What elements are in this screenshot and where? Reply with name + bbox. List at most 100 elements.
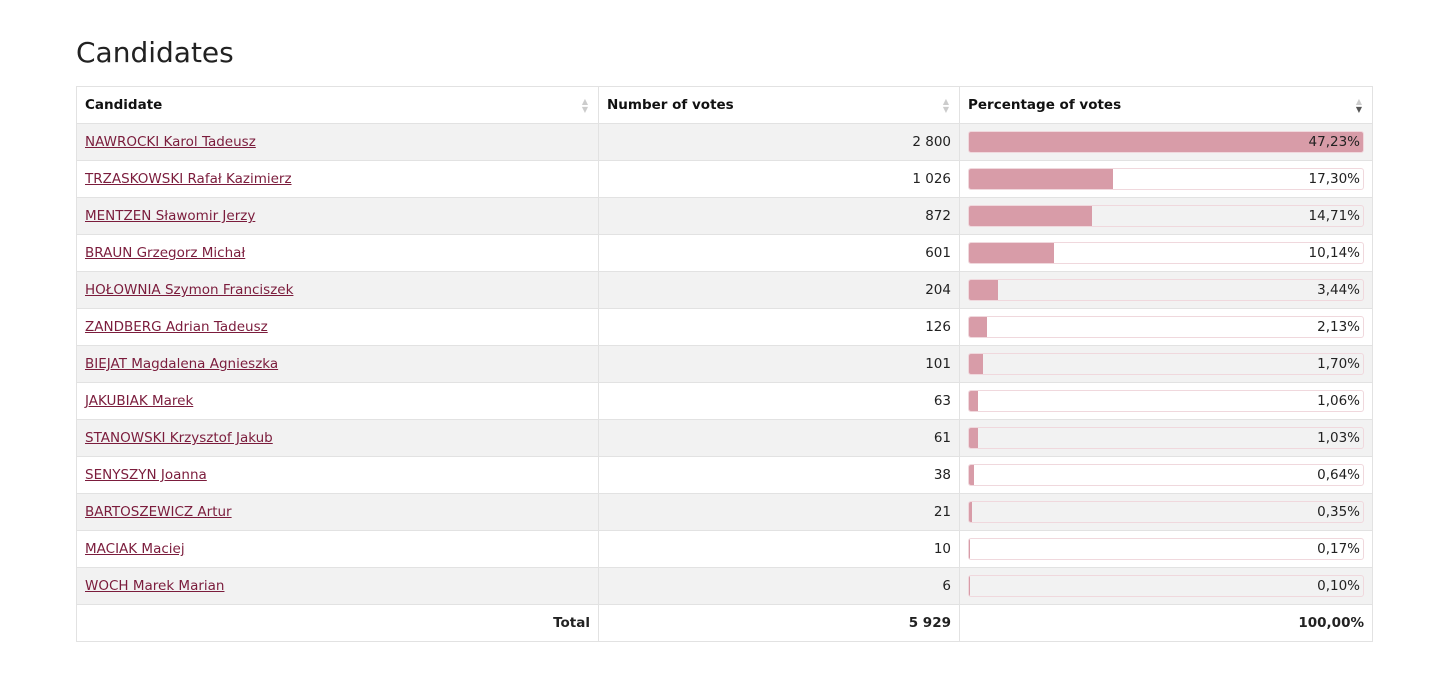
header-label: Number of votes	[607, 97, 734, 113]
votes-cell: 126	[598, 308, 960, 346]
table-row: MENTZEN Sławomir Jerzy 872 14,71%	[76, 197, 1373, 235]
candidate-cell: JAKUBIAK Marek	[76, 382, 599, 420]
percentage-bar-fill	[969, 243, 1054, 263]
percentage-cell: 0,17%	[959, 530, 1373, 568]
percentage-cell: 1,03%	[959, 419, 1373, 457]
percentage-bar-fill	[969, 502, 972, 522]
votes-cell: 204	[598, 271, 960, 309]
column-header-votes[interactable]: Number of votes ▲ ▼	[598, 86, 960, 124]
table-row: SENYSZYN Joanna 38 0,64%	[76, 456, 1373, 494]
percentage-bar: 0,10%	[968, 575, 1364, 597]
candidate-link[interactable]: BARTOSZEWICZ Artur	[85, 504, 232, 520]
percentage-bar: 0,17%	[968, 538, 1364, 560]
percentage-label: 1,70%	[1317, 356, 1360, 372]
table-row: STANOWSKI Krzysztof Jakub 61 1,03%	[76, 419, 1373, 457]
candidate-link[interactable]: JAKUBIAK Marek	[85, 393, 194, 409]
percentage-cell: 10,14%	[959, 234, 1373, 272]
table-header-row: Candidate ▲ ▼ Number of votes ▲ ▼ Percentage…	[76, 86, 1373, 124]
percentage-bar-fill	[969, 539, 971, 559]
votes-cell: 61	[598, 419, 960, 457]
candidate-cell: TRZASKOWSKI Rafał Kazimierz	[76, 160, 599, 198]
total-votes: 5 929	[598, 604, 960, 642]
candidate-cell: MACIAK Maciej	[76, 530, 599, 568]
percentage-bar: 17,30%	[968, 168, 1364, 190]
candidate-cell: BARTOSZEWICZ Artur	[76, 493, 599, 531]
candidate-cell: BRAUN Grzegorz Michał	[76, 234, 599, 272]
votes-cell: 21	[598, 493, 960, 531]
page-title: Candidates	[76, 36, 234, 69]
percentage-cell: 0,64%	[959, 456, 1373, 494]
percentage-label: 3,44%	[1317, 282, 1360, 298]
table-row: TRZASKOWSKI Rafał Kazimierz 1 026 17,30%	[76, 160, 1373, 198]
percentage-label: 2,13%	[1317, 319, 1360, 335]
table-row: JAKUBIAK Marek 63 1,06%	[76, 382, 1373, 420]
candidate-link[interactable]: ZANDBERG Adrian Tadeusz	[85, 319, 268, 335]
candidate-cell: MENTZEN Sławomir Jerzy	[76, 197, 599, 235]
percentage-label: 0,35%	[1317, 504, 1360, 520]
percentage-bar-fill	[969, 354, 984, 374]
percentage-bar: 1,06%	[968, 390, 1364, 412]
percentage-cell: 1,06%	[959, 382, 1373, 420]
total-percentage: 100,00%	[959, 604, 1373, 642]
percentage-bar-fill	[969, 280, 998, 300]
candidate-link[interactable]: BIEJAT Magdalena Agnieszka	[85, 356, 279, 372]
percentage-cell: 3,44%	[959, 271, 1373, 309]
percentage-bar-fill	[969, 206, 1092, 226]
percentage-bar-fill	[969, 132, 1363, 152]
percentage-cell: 0,35%	[959, 493, 1373, 531]
votes-cell: 101	[598, 345, 960, 383]
candidate-link[interactable]: HOŁOWNIA Szymon Franciszek	[85, 282, 294, 298]
votes-cell: 10	[598, 530, 960, 568]
percentage-bar: 0,64%	[968, 464, 1364, 486]
column-header-percentage[interactable]: Percentage of votes ▲ ▼	[959, 86, 1373, 124]
candidate-link[interactable]: MACIAK Maciej	[85, 541, 185, 557]
sort-icon: ▲ ▼	[942, 97, 949, 114]
table-row: BARTOSZEWICZ Artur 21 0,35%	[76, 493, 1373, 531]
sort-desc-icon: ▲ ▼	[1355, 97, 1362, 114]
percentage-label: 1,06%	[1317, 393, 1360, 409]
candidate-cell: HOŁOWNIA Szymon Franciszek	[76, 271, 599, 309]
candidate-link[interactable]: TRZASKOWSKI Rafał Kazimierz	[85, 171, 292, 187]
table-row: BIEJAT Magdalena Agnieszka 101 1,70%	[76, 345, 1373, 383]
percentage-bar: 0,35%	[968, 501, 1364, 523]
percentage-bar: 2,13%	[968, 316, 1364, 338]
percentage-bar: 3,44%	[968, 279, 1364, 301]
votes-cell: 6	[598, 567, 960, 605]
percentage-bar: 47,23%	[968, 131, 1364, 153]
votes-cell: 38	[598, 456, 960, 494]
candidate-cell: STANOWSKI Krzysztof Jakub	[76, 419, 599, 457]
votes-cell: 601	[598, 234, 960, 272]
votes-cell: 63	[598, 382, 960, 420]
table-row: HOŁOWNIA Szymon Franciszek 204 3,44%	[76, 271, 1373, 309]
candidate-link[interactable]: NAWROCKI Karol Tadeusz	[85, 134, 256, 150]
table-row: BRAUN Grzegorz Michał 601 10,14%	[76, 234, 1373, 272]
percentage-label: 47,23%	[1308, 134, 1360, 150]
votes-cell: 872	[598, 197, 960, 235]
candidate-link[interactable]: BRAUN Grzegorz Michał	[85, 245, 246, 261]
percentage-label: 14,71%	[1308, 208, 1360, 224]
header-label: Percentage of votes	[968, 97, 1122, 113]
percentage-label: 0,17%	[1317, 541, 1360, 557]
percentage-cell: 14,71%	[959, 197, 1373, 235]
candidate-link[interactable]: STANOWSKI Krzysztof Jakub	[85, 430, 273, 446]
percentage-bar-fill	[969, 465, 975, 485]
column-header-candidate[interactable]: Candidate ▲ ▼	[76, 86, 599, 124]
percentage-cell: 0,10%	[959, 567, 1373, 605]
percentage-bar: 1,70%	[968, 353, 1364, 375]
table-row: MACIAK Maciej 10 0,17%	[76, 530, 1373, 568]
percentage-bar: 10,14%	[968, 242, 1364, 264]
candidate-cell: NAWROCKI Karol Tadeusz	[76, 123, 599, 161]
percentage-label: 10,14%	[1308, 245, 1360, 261]
candidate-link[interactable]: MENTZEN Sławomir Jerzy	[85, 208, 256, 224]
percentage-bar: 1,03%	[968, 427, 1364, 449]
total-label: Total	[76, 604, 599, 642]
percentage-bar-fill	[969, 391, 978, 411]
candidate-cell: SENYSZYN Joanna	[76, 456, 599, 494]
candidate-link[interactable]: WOCH Marek Marian	[85, 578, 225, 594]
percentage-bar-fill	[969, 428, 978, 448]
candidate-link[interactable]: SENYSZYN Joanna	[85, 467, 207, 483]
candidate-cell: BIEJAT Magdalena Agnieszka	[76, 345, 599, 383]
percentage-cell: 1,70%	[959, 345, 1373, 383]
votes-cell: 2 800	[598, 123, 960, 161]
percentage-bar: 14,71%	[968, 205, 1364, 227]
